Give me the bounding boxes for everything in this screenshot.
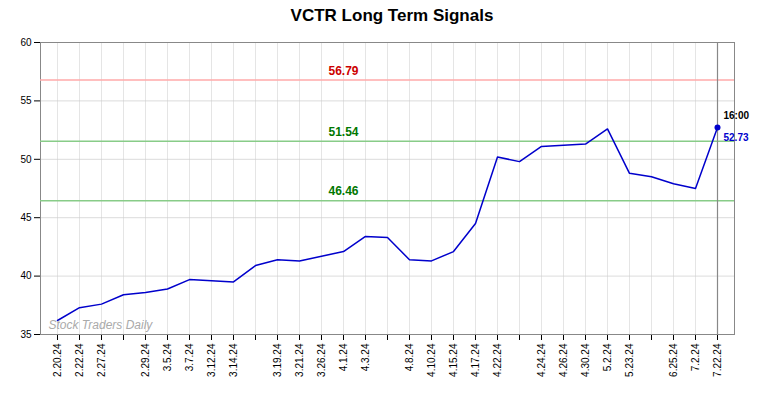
svg-text:5.23.24: 5.23.24 <box>624 343 635 377</box>
svg-text:6.25.24: 6.25.24 <box>668 343 679 377</box>
svg-text:Stock Traders Daily: Stock Traders Daily <box>49 318 154 332</box>
svg-text:60: 60 <box>20 37 32 48</box>
svg-text:4.15.24: 4.15.24 <box>448 343 459 377</box>
svg-text:2.29.24: 2.29.24 <box>140 343 151 377</box>
svg-text:7.22.24: 7.22.24 <box>712 343 723 377</box>
svg-text:2.27.24: 2.27.24 <box>96 343 107 377</box>
svg-text:3.19.24: 3.19.24 <box>272 343 283 377</box>
svg-text:3.7.24: 3.7.24 <box>184 343 195 371</box>
svg-text:2.22.24: 2.22.24 <box>74 343 85 377</box>
svg-text:4.8.24: 4.8.24 <box>404 343 415 371</box>
svg-text:45: 45 <box>20 212 32 223</box>
svg-text:4.3.24: 4.3.24 <box>360 343 371 371</box>
svg-text:52.73: 52.73 <box>724 132 749 143</box>
svg-text:55: 55 <box>20 95 32 106</box>
svg-text:4.30.24: 4.30.24 <box>580 343 591 377</box>
svg-text:3.12.24: 3.12.24 <box>206 343 217 377</box>
svg-text:40: 40 <box>20 270 32 281</box>
svg-text:5.2.24: 5.2.24 <box>602 343 613 371</box>
svg-text:4.24.24: 4.24.24 <box>536 343 547 377</box>
svg-text:16:00: 16:00 <box>724 110 750 121</box>
svg-text:46.46: 46.46 <box>328 184 358 198</box>
svg-text:4.17.24: 4.17.24 <box>470 343 481 377</box>
svg-text:3.5.24: 3.5.24 <box>162 343 173 371</box>
svg-text:56.79: 56.79 <box>328 64 358 78</box>
svg-text:4.26.24: 4.26.24 <box>558 343 569 377</box>
svg-text:35: 35 <box>20 329 32 340</box>
svg-text:2.20.24: 2.20.24 <box>52 343 63 377</box>
svg-text:4.10.24: 4.10.24 <box>426 343 437 377</box>
svg-text:3.14.24: 3.14.24 <box>228 343 239 377</box>
svg-text:4.1.24: 4.1.24 <box>338 343 349 371</box>
html-text:VCTR Long Term Signals: VCTR Long Term Signals <box>290 6 494 25</box>
svg-text:4.22.24: 4.22.24 <box>492 343 503 377</box>
svg-text:7.2.24: 7.2.24 <box>690 343 701 371</box>
svg-text:51.54: 51.54 <box>328 125 358 139</box>
svg-text:3.26.24: 3.26.24 <box>316 343 327 377</box>
svg-text:50: 50 <box>20 154 32 165</box>
svg-text:3.21.24: 3.21.24 <box>294 343 305 377</box>
